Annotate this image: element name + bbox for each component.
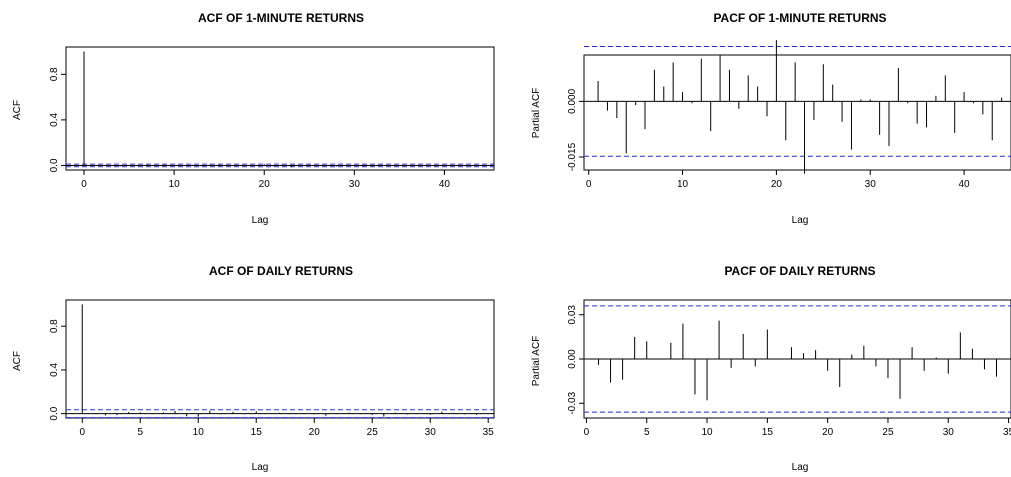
panel-pacf-1-minute: PACF OF 1-MINUTE RETURNS Lag Partial ACF… [531,11,1011,226]
x-tick-label: 10 [677,179,689,190]
x-axis-label: Lag [792,215,809,226]
y-axis-label: Partial ACF [531,88,542,139]
panel-acf-1-minute: ACF OF 1-MINUTE RETURNS Lag ACF 0 10 20 30 4… [12,11,495,226]
chart-title: ACF OF DAILY RETURNS [209,264,353,278]
x-tick-label: 25 [882,427,894,438]
x-tick-label: 15 [762,427,774,438]
x-tick-label: 40 [439,179,451,190]
y-axis-label: ACF [12,100,23,120]
y-tick-label: -0.03 [567,391,578,414]
y-tick-label: 0.000 [567,88,578,113]
x-tick-label: 20 [309,427,321,438]
panel-pacf-daily: PACF OF DAILY RETURNS Lag Partial ACF 0 5… [531,264,1011,473]
y-tick-label: 0.0 [49,158,60,172]
y-tick-label: 0.0 [49,406,60,420]
x-tick-label: 30 [865,179,877,190]
panel-acf-daily: ACF OF DAILY RETURNS Lag ACF 0 5 10 15 20 25 3… [12,264,495,473]
x-tick-label: 20 [259,179,271,190]
x-tick-label: 10 [701,427,713,438]
y-tick-label: 0.03 [567,305,578,325]
x-tick-label: 0 [79,427,85,438]
y-axis-label: ACF [12,351,23,371]
x-tick-label: 25 [367,427,379,438]
x-axis-label: Lag [792,462,809,473]
y-axis-label: Partial ACF [531,336,542,387]
chart-title: PACF OF DAILY RETURNS [724,264,875,278]
chart-title: PACF OF 1-MINUTE RETURNS [713,11,886,25]
plot-frame [65,299,495,419]
chart-title: ACF OF 1-MINUTE RETURNS [198,11,364,25]
x-axis-label: Lag [252,462,269,473]
x-tick-label: 20 [822,427,834,438]
x-tick-label: 30 [425,427,437,438]
x-tick-label: 5 [644,427,650,438]
plot-frame [583,54,1011,171]
x-tick-label: 35 [483,427,495,438]
x-tick-label: 35 [1003,427,1011,438]
x-tick-label: 30 [943,427,955,438]
x-tick-label: 15 [251,427,263,438]
y-tick-label: 0.8 [49,319,60,333]
x-axis-label: Lag [252,215,269,226]
y-tick-label: 0.4 [49,113,60,127]
x-tick-label: 0 [584,427,590,438]
x-tick-label: 30 [349,179,361,190]
plot-frame [65,46,495,171]
x-tick-label: 40 [959,179,971,190]
x-tick-label: 0 [81,179,87,190]
y-tick-label: 0.8 [49,67,60,81]
y-tick-label: 0.4 [49,363,60,377]
y-tick-label: -0.015 [567,142,578,171]
x-tick-label: 5 [137,427,143,438]
x-tick-label: 0 [586,179,592,190]
x-tick-label: 20 [771,179,783,190]
y-tick-label: 0.00 [567,349,578,369]
x-tick-label: 10 [169,179,181,190]
x-tick-label: 10 [193,427,205,438]
